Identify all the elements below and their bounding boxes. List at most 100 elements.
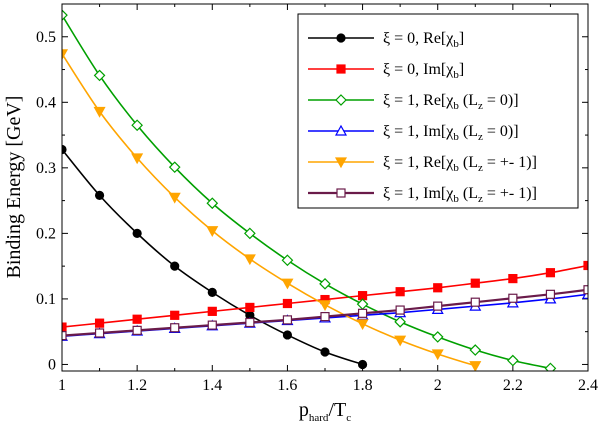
data-point [431,331,444,343]
data-point [207,287,217,297]
y-axis-ticks: 0 0.1 0.2 0.3 0.4 0.5 [36,3,588,373]
legend-label: ξ = 1, Re[χb (Lz = 0)] [383,92,519,112]
data-point [282,298,293,309]
data-point [245,317,255,328]
series-6 [62,285,588,341]
y-tick-label: 0 [48,356,56,373]
data-point [206,226,219,237]
legend-label: ξ = 1, Im[χb (Lz = 0)] [383,123,519,143]
data-point [469,344,482,356]
data-point [507,354,519,367]
data-point [93,69,106,82]
data-point [207,306,217,316]
data-point [395,305,405,315]
legend-label-part: b [453,131,459,143]
legend-box [297,13,579,209]
data-point [282,315,293,325]
data-point [132,228,142,238]
data-point [320,347,330,357]
legend-marker [336,33,346,43]
x-axis-ticks: 1 1.2 1.4 1.6 1.8 2 2.2 2.4 [58,4,598,394]
data-point [356,298,369,311]
data-point [433,301,443,311]
data-point [356,319,369,331]
y-tick-label: 0.4 [36,94,56,111]
data-point [508,273,518,284]
data-point [207,320,217,330]
data-point [394,335,407,347]
y-tick-label: 0.3 [36,160,56,177]
legend-item: ξ = 1, Re[χb (Lz = 0)] [308,92,519,112]
legend-label-part: ξ = 1, Re[χ [383,154,454,171]
legend-label-part: b [453,69,459,81]
data-point [544,362,557,371]
data-point [431,349,444,361]
legend-label: ξ = 0, Re[χb] [383,30,464,50]
legend-marker [336,188,346,198]
data-point [62,49,69,61]
legend-label-part: z [478,193,483,205]
legend-label-part: ξ = 1, Re[χ [383,92,454,109]
legend-label-part: (L [459,185,478,202]
data-point [243,254,256,266]
x-tick-label: 2 [434,377,442,394]
data-point [583,285,588,295]
x-tick-label: 1.6 [277,377,297,394]
data-point [168,192,181,204]
data-point [281,278,294,290]
data-point [394,315,406,328]
y-tick-label: 0.5 [36,29,56,46]
data-point [131,119,143,132]
plot-frame [61,3,589,372]
data-point [357,359,368,370]
legend-marker [336,64,346,74]
data-point [132,325,142,335]
data-point [94,190,105,200]
x-tick-label: 1.8 [353,377,373,394]
data-point [131,153,144,165]
legend-label: ξ = 1, Re[χb (Lz = +- 1)] [383,154,537,174]
x-tick-label: 1.4 [202,377,222,394]
legend-label-part: ] [459,30,464,47]
data-point [433,283,443,293]
x-tick-label: 1.2 [127,377,147,394]
legend-marker [334,157,348,169]
x-axis-title: phard/Tc [299,399,351,424]
data-point [168,161,181,174]
x-tick-label: 2.4 [578,377,598,394]
legend-label-part: = 0)] [483,92,519,109]
data-point [583,260,588,271]
legend-label-part: = 0)] [483,123,519,140]
data-point [62,9,68,21]
data-point [281,254,294,267]
data-point [170,310,180,320]
series-2 [62,260,588,332]
legend-label-part: = +- 1)] [483,185,537,202]
legend-label-part: (L [459,154,478,171]
series-5 [62,49,482,371]
legend: ξ = 0, Re[χb]ξ = 0, Im[χb]ξ = 1, Re[χb (… [297,13,579,209]
legend-item: ξ = 1, Im[χb (Lz = 0)] [308,123,519,143]
legend-label-part: ξ = 0, Re[χ [383,30,454,47]
data-point [206,197,219,210]
legend-label-part: b [453,38,459,50]
data-point [93,106,106,118]
data-point [62,144,67,155]
legend-label-part: ] [459,61,464,78]
legend-item: ξ = 1, Re[χb (Lz = +- 1)] [308,154,537,174]
data-point [244,227,256,240]
legend-item: ξ = 1, Im[χb (Lz = +- 1)] [308,185,537,205]
data-point [170,323,180,333]
legend-label-part: b [453,100,459,112]
legend-label-part: b [453,193,459,205]
legend-label-part: ξ = 1, Im[χ [383,123,454,140]
data-point [469,361,482,371]
y-tick-label: 0.2 [36,225,56,242]
data-point [245,302,255,313]
data-point [320,312,330,322]
data-point [62,322,67,332]
series-layer [62,9,588,371]
data-point [282,330,293,340]
legend-item: ξ = 0, Re[χb] [308,30,464,50]
